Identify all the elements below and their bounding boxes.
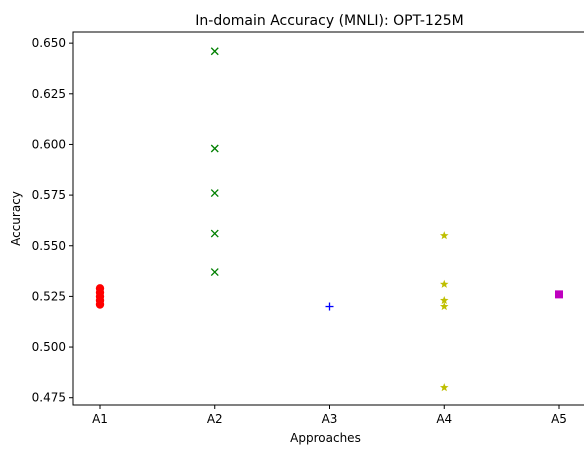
chart-title: In-domain Accuracy (MNLI): OPT-125M: [195, 13, 463, 29]
point-a4-star: [439, 295, 449, 305]
point-a4-star: [439, 231, 449, 240]
y-tick-label: 0.600: [32, 137, 66, 151]
y-tick-label: 0.475: [32, 391, 66, 405]
x-tick-label: A2: [207, 412, 223, 426]
y-tick-label: 0.650: [32, 36, 66, 50]
y-tick-label: 0.500: [32, 340, 66, 354]
y-axis-ticks: 0.475 0.500 0.525 0.550 0.575 0.600 0.625 0.650: [32, 36, 73, 405]
point-a5-square: [555, 290, 563, 299]
x-tick-label: A5: [551, 412, 567, 426]
point-a2-x: [210, 47, 219, 56]
x-tick-label: A3: [322, 412, 338, 426]
point-a2-x: [210, 229, 219, 238]
point-a2-x: [210, 144, 219, 153]
point-a3-plus: [325, 302, 334, 311]
y-tick-label: 0.550: [32, 239, 66, 253]
y-tick-label: 0.625: [32, 87, 66, 101]
point-a1-circle: [95, 300, 105, 309]
point-a4-star: [439, 302, 449, 311]
x-tick-label: A1: [92, 412, 108, 426]
y-tick-label: 0.525: [32, 289, 66, 303]
x-axis-label: Approaches: [290, 431, 361, 445]
data-points: [95, 47, 563, 392]
y-tick-label: 0.575: [32, 188, 66, 202]
point-a2-x: [210, 268, 219, 277]
plot-frame: [72, 31, 584, 406]
x-tick-label: A4: [436, 412, 452, 426]
x-axis-ticks: A1 A2 A3 A4 A5: [92, 405, 567, 426]
point-a2-x: [210, 189, 219, 198]
point-a4-star: [439, 383, 449, 392]
y-axis-label: Accuracy: [9, 191, 23, 246]
point-a4-star: [439, 279, 449, 288]
